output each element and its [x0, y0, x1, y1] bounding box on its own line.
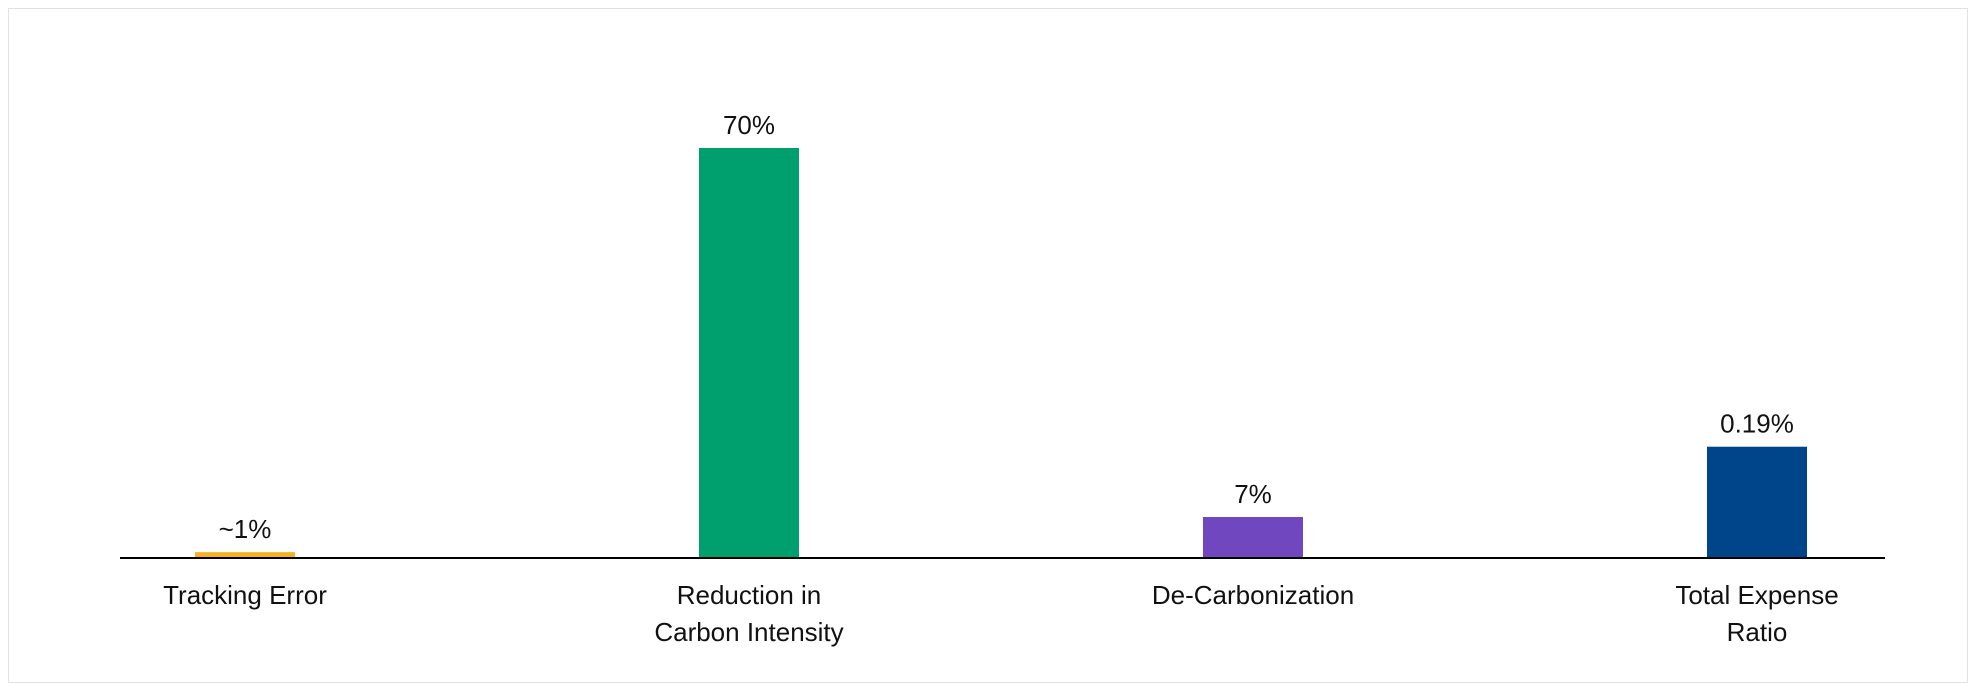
- bar-3: [1707, 446, 1807, 558]
- category-label-line: Ratio: [1727, 617, 1788, 647]
- bar-2: [1203, 517, 1303, 558]
- bars-layer: [195, 148, 1807, 558]
- category-label-line: Total Expense: [1675, 580, 1838, 610]
- category-label-1: Reduction in Carbon Intensity: [654, 580, 843, 647]
- chart-frame: [8, 8, 1968, 683]
- value-label-3: 0.19%: [1720, 409, 1794, 439]
- value-label-2: 7%: [1234, 479, 1272, 509]
- category-label-2: De-Carbonization: [1152, 580, 1354, 610]
- category-label-line: Tracking Error: [163, 580, 327, 610]
- category-label-line: Carbon Intensity: [654, 617, 843, 647]
- category-label-line: De-Carbonization: [1152, 580, 1354, 610]
- category-label-3: Total Expense Ratio: [1675, 580, 1838, 647]
- labels-layer: ~1% Tracking Error 70% Reduction in Carbon I…: [163, 110, 1839, 647]
- category-label-0: Tracking Error: [163, 580, 327, 610]
- value-label-1: 70%: [723, 110, 775, 140]
- value-label-0: ~1%: [219, 514, 272, 544]
- bar-1: [699, 148, 799, 558]
- bar-0: [195, 552, 295, 558]
- category-label-line: Reduction in: [677, 580, 822, 610]
